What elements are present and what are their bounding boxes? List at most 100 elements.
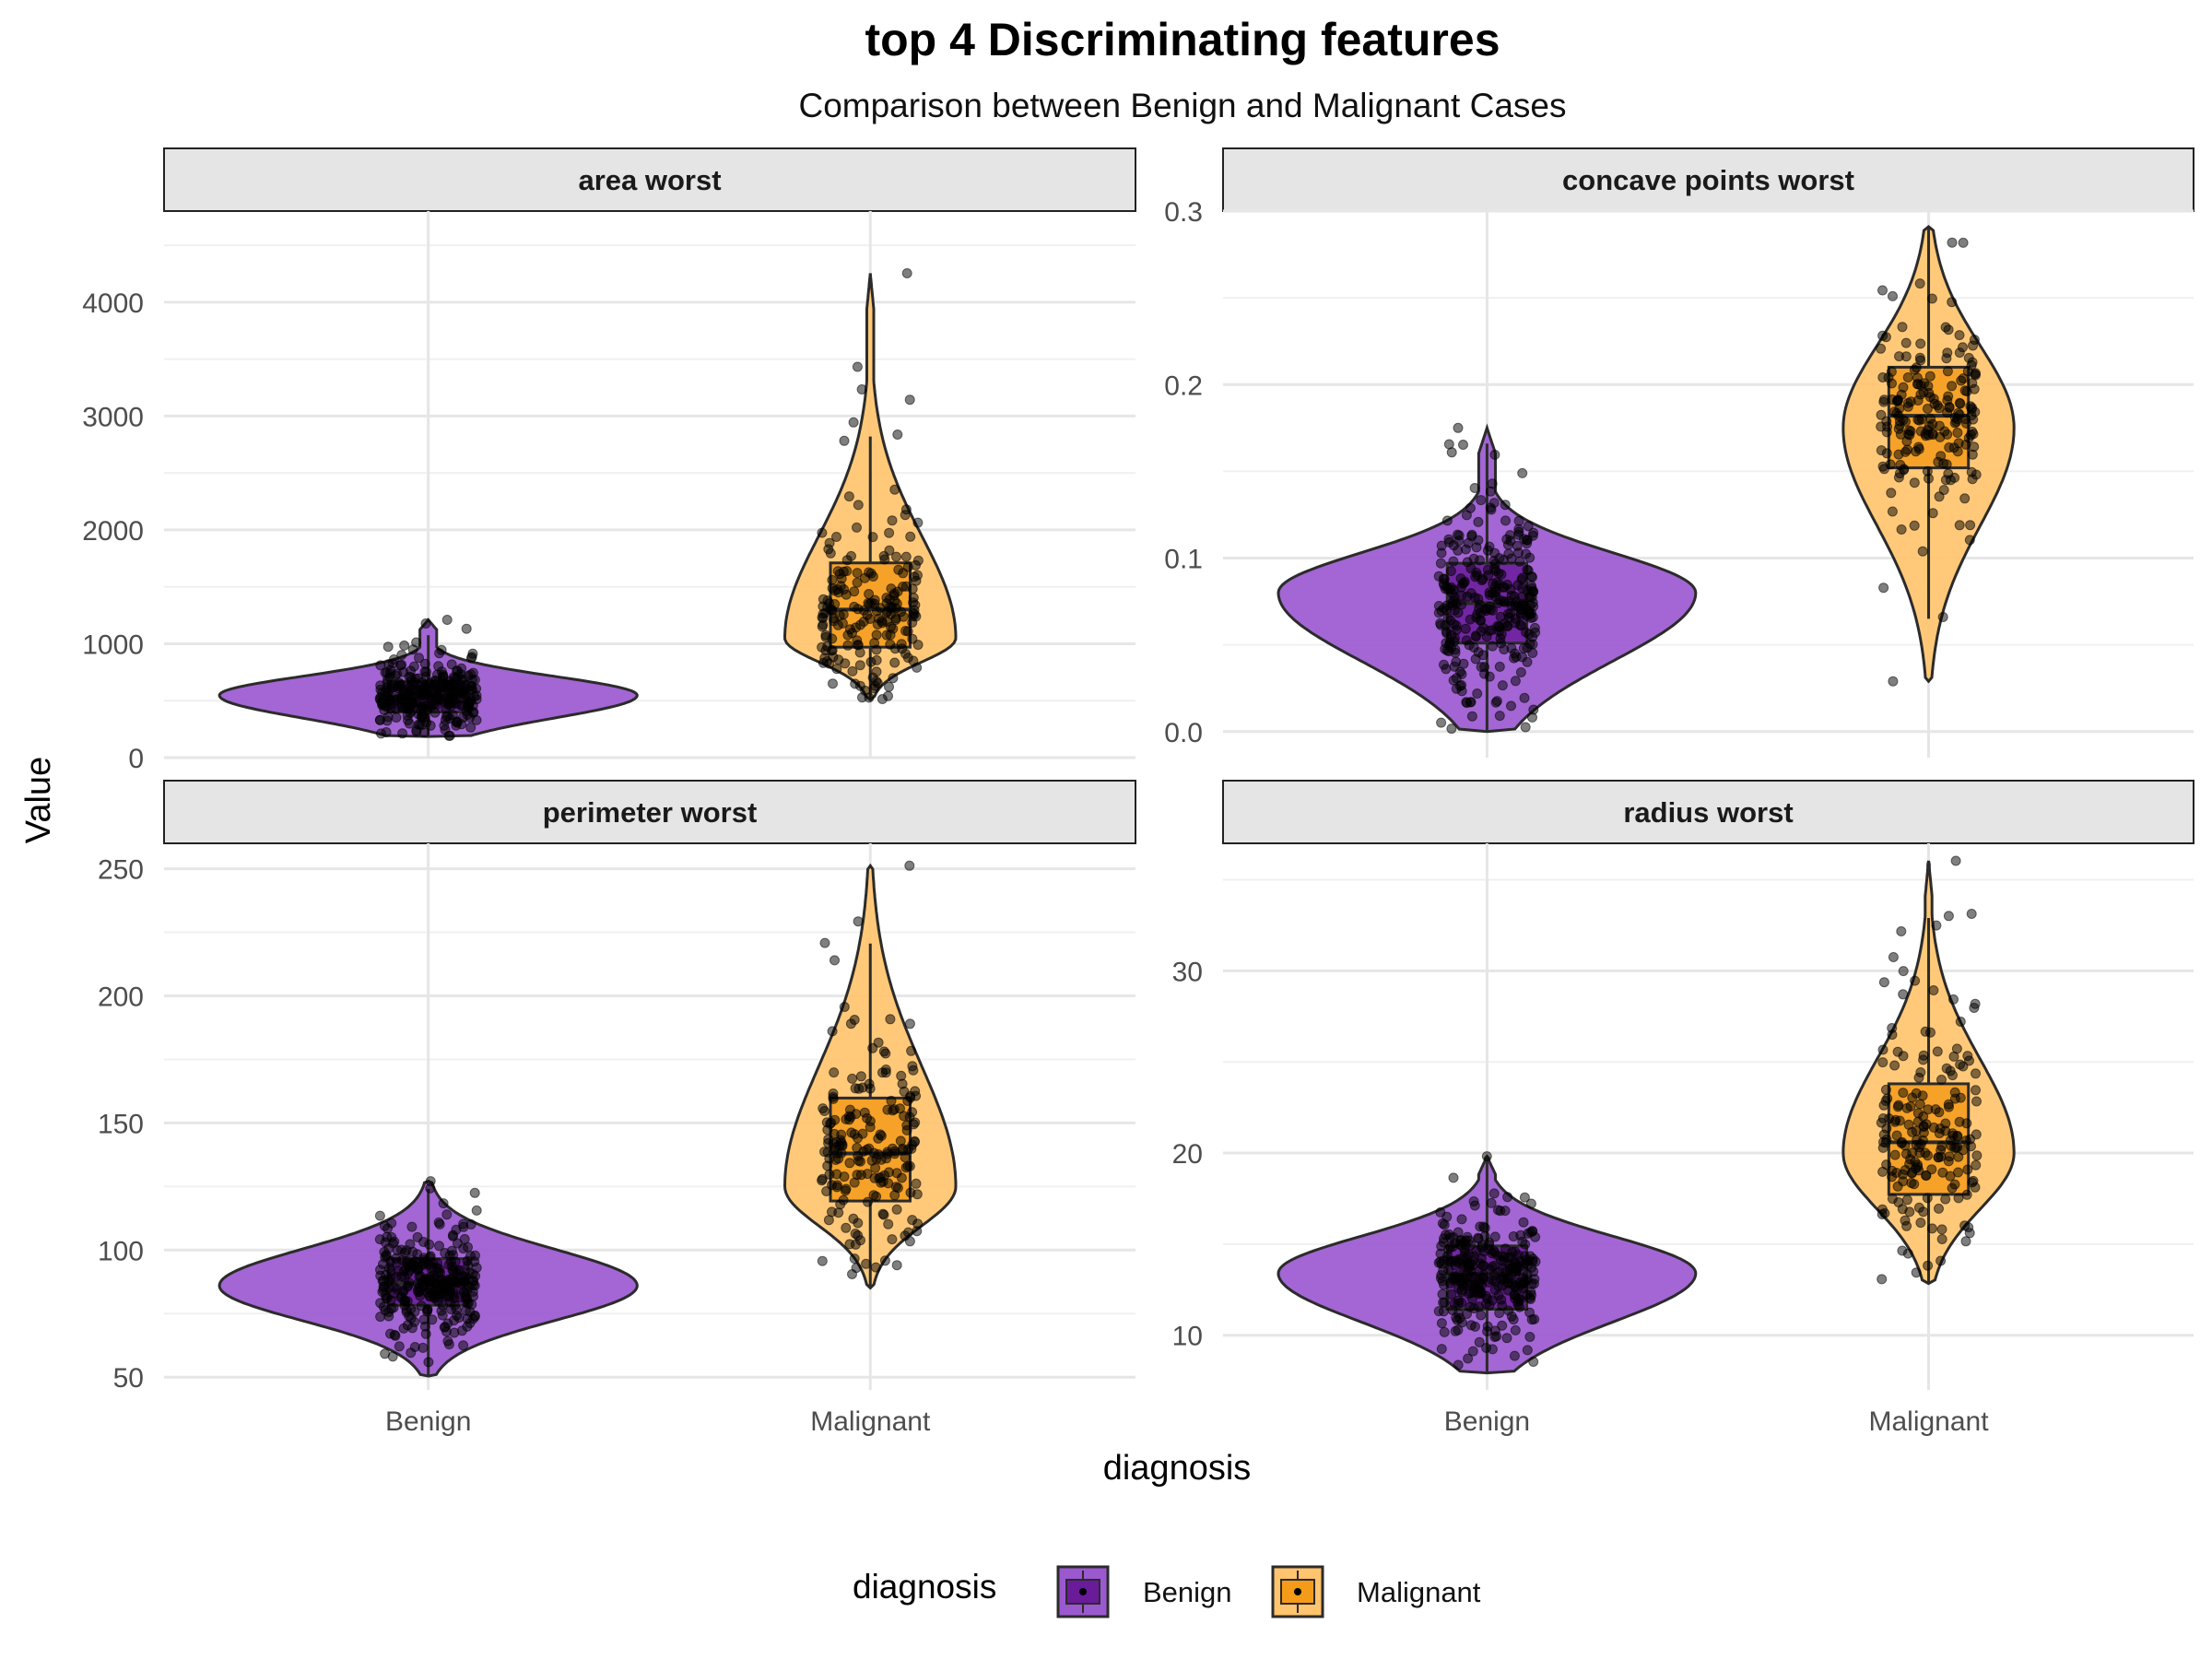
outlier-point [1931, 920, 1942, 931]
data-point [1512, 580, 1524, 591]
data-point [1892, 395, 1903, 406]
data-point [468, 1313, 478, 1324]
data-point [826, 1117, 837, 1128]
data-point [1455, 573, 1466, 584]
outlier-point [425, 1176, 436, 1187]
data-point [1441, 515, 1453, 526]
facet-panel: perimeter worst 50 100 150 200 250 Benign Malig… [98, 780, 1136, 1437]
data-point [819, 1147, 830, 1158]
y-tick-label: 200 [98, 982, 144, 1012]
data-point [394, 1341, 405, 1352]
data-point [1489, 449, 1500, 460]
y-tick-label: 250 [98, 855, 144, 886]
data-point [1475, 1221, 1486, 1232]
data-point [850, 1083, 861, 1094]
data-point [1525, 1198, 1536, 1209]
legend-key-point [1294, 1588, 1301, 1595]
data-point [1510, 1324, 1521, 1335]
data-point [1934, 1107, 1945, 1118]
data-point [1971, 1085, 1981, 1096]
data-point [1891, 1130, 1902, 1141]
data-point [888, 1104, 900, 1115]
data-point [824, 537, 835, 548]
data-point [1502, 1192, 1513, 1203]
data-point [1518, 642, 1529, 653]
data-point [1940, 322, 1951, 333]
data-point [380, 700, 391, 712]
data-point [1922, 404, 1933, 414]
data-point [884, 527, 895, 538]
data-point [457, 700, 468, 712]
data-point [1898, 1176, 1909, 1187]
data-point [1503, 548, 1514, 559]
data-point [1465, 614, 1476, 625]
data-point [1501, 1333, 1512, 1344]
data-point [1441, 605, 1452, 616]
data-point [1877, 1274, 1888, 1285]
data-point [1495, 1206, 1506, 1217]
data-point [1435, 618, 1446, 629]
data-point [877, 1176, 888, 1187]
data-point [891, 1204, 902, 1215]
data-point [1942, 366, 1953, 377]
data-point [1514, 556, 1525, 567]
data-point [1898, 966, 1909, 977]
data-point [1494, 626, 1505, 637]
data-point [1889, 1116, 1900, 1127]
data-point [403, 715, 413, 725]
data-point [817, 1175, 828, 1186]
data-point [404, 700, 415, 710]
data-point [1486, 504, 1497, 515]
data-point [374, 714, 385, 725]
data-point [1493, 568, 1504, 579]
data-point [1520, 722, 1531, 733]
data-point [1940, 1118, 1951, 1129]
data-point [1436, 547, 1447, 559]
data-point [1522, 538, 1533, 549]
data-point [1887, 506, 1898, 517]
data-point [1507, 1262, 1518, 1273]
data-point [887, 515, 898, 526]
x-tick-label: Benign [1444, 1406, 1530, 1437]
data-point [829, 1067, 840, 1078]
facet-strip [163, 780, 1136, 844]
data-point [1522, 1345, 1533, 1356]
data-point [1911, 446, 1922, 457]
data-point [911, 1178, 922, 1189]
data-point [1936, 1234, 1947, 1244]
data-point [1486, 1197, 1497, 1208]
data-point [395, 693, 406, 704]
data-point [1484, 671, 1495, 682]
data-point [442, 1318, 453, 1329]
data-point [1454, 680, 1465, 691]
data-point [389, 680, 400, 691]
data-point [1439, 1326, 1450, 1337]
data-point [1917, 546, 1928, 557]
y-tick-label: 150 [98, 1109, 144, 1139]
data-point [375, 660, 386, 671]
data-point [465, 722, 477, 733]
data-point [862, 1144, 872, 1155]
data-point [1497, 1320, 1508, 1331]
data-point [862, 1112, 873, 1124]
data-point [433, 661, 444, 672]
data-point [1525, 1227, 1535, 1238]
data-point [908, 1065, 919, 1076]
data-point [1449, 636, 1460, 647]
facet-strip-label: perimeter worst [543, 796, 758, 829]
data-point [1484, 587, 1495, 598]
data-point [1513, 515, 1524, 526]
data-point [470, 1250, 480, 1261]
data-point [1527, 586, 1538, 597]
data-point [442, 1335, 453, 1347]
data-point [870, 1162, 881, 1173]
data-point [831, 532, 841, 542]
data-point [440, 724, 451, 735]
data-point [828, 1088, 839, 1099]
data-point [434, 1241, 444, 1252]
data-point [1442, 1254, 1453, 1265]
data-point [855, 1071, 866, 1082]
data-point [1453, 1270, 1464, 1281]
data-point [1498, 1263, 1509, 1274]
data-point [864, 567, 875, 578]
